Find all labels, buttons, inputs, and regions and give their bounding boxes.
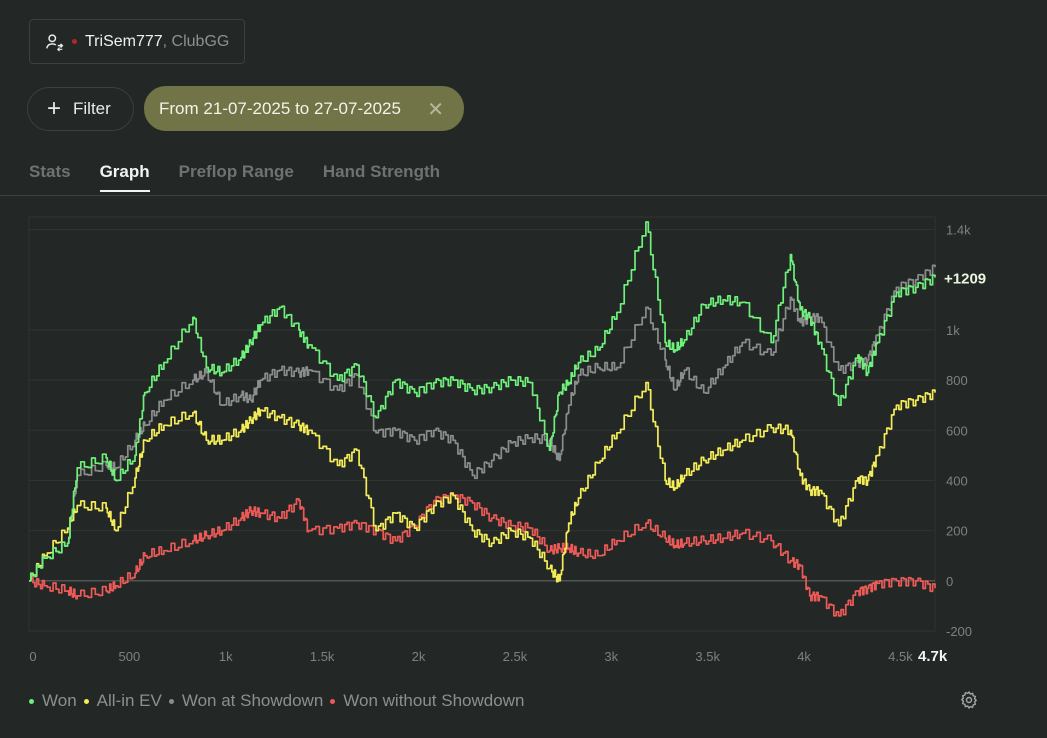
legend-label-showdown: Won at Showdown <box>181 691 324 710</box>
legend-dot-won <box>29 698 34 704</box>
x-tick-label: 3.5k <box>695 649 720 664</box>
tab-graph[interactable]: Graph <box>99 162 150 192</box>
x-tick-label: 1k <box>219 649 233 664</box>
won-end-label: +1209 <box>944 270 986 287</box>
settings-gear-icon[interactable] <box>959 690 979 710</box>
date-range-label: From 21-07-2025 to 27-07-2025 <box>159 98 401 118</box>
legend-dot-allin-ev <box>83 698 89 704</box>
tab-hand-strength[interactable]: Hand Strength <box>322 162 440 181</box>
close-icon[interactable]: ✕ <box>427 99 444 121</box>
legend-dot-no-showdown <box>330 698 336 704</box>
player-name: TriSem777 <box>85 32 163 50</box>
x-tick-label: 1.5k <box>310 649 335 664</box>
series-line-won <box>29 221 936 582</box>
date-range-chip[interactable]: From 21-07-2025 to 27-07-2025 ✕ <box>144 86 464 131</box>
plus-icon: + <box>47 95 62 122</box>
x-tick-label: 2k <box>412 649 426 664</box>
filter-button[interactable]: + Filter <box>27 87 134 131</box>
legend-label-won: Won <box>42 691 77 710</box>
legend-item-allin-ev[interactable]: All-in EV <box>83 691 162 711</box>
player-club: , ClubGG <box>162 32 230 50</box>
tab-preflop-range[interactable]: Preflop Range <box>178 162 294 181</box>
results-graph: 1.4k 1k 800 600 400 200 0 -200 0 500 1k 1.5k 2k 2.5k 3… <box>28 216 986 665</box>
user-switch-icon <box>46 33 64 52</box>
tabs-divider <box>0 195 1047 196</box>
legend-item-won[interactable]: Won <box>29 691 77 711</box>
player-selector[interactable]: TriSem777, ClubGG <box>29 19 245 64</box>
tab-bar: Stats Graph Preflop Range Hand Strength <box>29 162 469 192</box>
x-tick-label: 2.5k <box>503 649 528 664</box>
y-tick-label: 1.4k <box>946 223 971 238</box>
series-line-all-in-ev <box>29 381 936 583</box>
series-line-won-at-showdown <box>29 264 936 582</box>
legend-item-showdown[interactable]: Won at Showdown <box>168 691 324 711</box>
x-tick-label: 4.5k <box>888 649 913 664</box>
legend-dot-showdown <box>168 698 174 704</box>
tab-stats[interactable]: Stats <box>29 162 71 181</box>
y-tick-label: 200 <box>946 524 968 539</box>
y-tick-label: 400 <box>946 473 968 488</box>
y-tick-label: 1k <box>946 323 960 338</box>
x-tick-label: 4k <box>797 649 811 664</box>
x-tick-label: 500 <box>119 649 141 664</box>
y-tick-label: 800 <box>946 373 968 388</box>
series-line-won-without-showdown <box>29 491 936 617</box>
legend-label-no-showdown: Won without Showdown <box>343 691 525 710</box>
x-tick-label: 0 <box>29 649 36 664</box>
y-tick-label: -200 <box>946 624 972 639</box>
x-end-label: 4.7k <box>918 648 948 665</box>
y-tick-label: 0 <box>946 574 953 589</box>
legend-label-allin-ev: All-in EV <box>96 691 162 710</box>
status-dot <box>72 39 77 44</box>
x-tick-label: 3k <box>604 649 618 664</box>
filter-label: Filter <box>73 99 111 118</box>
legend-item-no-showdown[interactable]: Won without Showdown <box>330 691 524 711</box>
y-tick-label: 600 <box>946 423 968 438</box>
chart-legend: Won All-in EV Won at Showdown Won withou… <box>29 691 531 711</box>
